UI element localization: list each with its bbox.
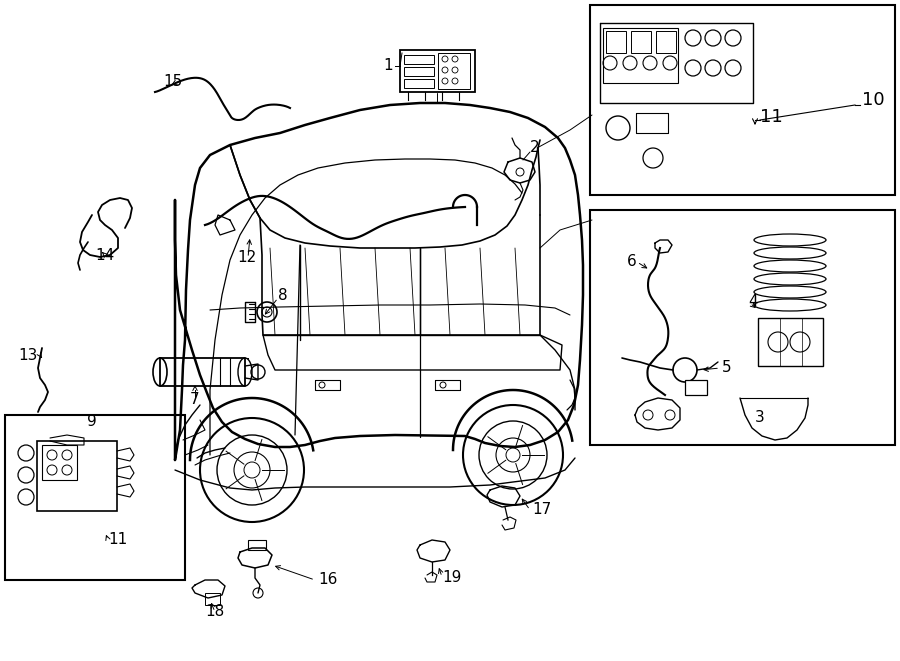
Text: 19: 19 (442, 570, 462, 584)
Bar (590, 5, 895, 195)
Text: 13: 13 (19, 348, 38, 362)
Bar (205, 593, 220, 605)
Text: 7: 7 (190, 393, 200, 407)
Text: 9: 9 (87, 414, 97, 430)
Text: 3: 3 (755, 410, 765, 426)
Bar (400, 50, 475, 92)
Bar (37, 441, 117, 511)
Bar (248, 540, 266, 550)
Text: 11: 11 (108, 533, 127, 547)
Bar (631, 31, 651, 53)
Bar (590, 210, 895, 445)
Bar (603, 28, 678, 83)
Text: 2: 2 (530, 141, 540, 155)
Text: 17: 17 (532, 502, 551, 518)
Text: 4: 4 (748, 295, 758, 309)
Text: 15: 15 (163, 75, 182, 89)
Text: 6: 6 (627, 254, 637, 270)
Bar (404, 79, 434, 88)
Text: 11: 11 (760, 108, 783, 126)
Text: 10: 10 (862, 91, 885, 109)
Bar (656, 31, 676, 53)
Bar (685, 380, 707, 395)
Text: 5: 5 (722, 360, 732, 375)
Text: 18: 18 (205, 605, 225, 619)
Text: 16: 16 (318, 572, 338, 588)
Text: 8: 8 (278, 288, 288, 303)
Text: 12: 12 (237, 251, 256, 266)
Bar (438, 53, 470, 89)
Bar (606, 31, 626, 53)
Bar (404, 67, 434, 76)
Text: 14: 14 (95, 247, 114, 262)
Bar (42, 445, 77, 480)
Bar (758, 318, 823, 366)
Text: 1: 1 (383, 59, 393, 73)
Bar (404, 55, 434, 64)
Bar (5, 415, 185, 580)
